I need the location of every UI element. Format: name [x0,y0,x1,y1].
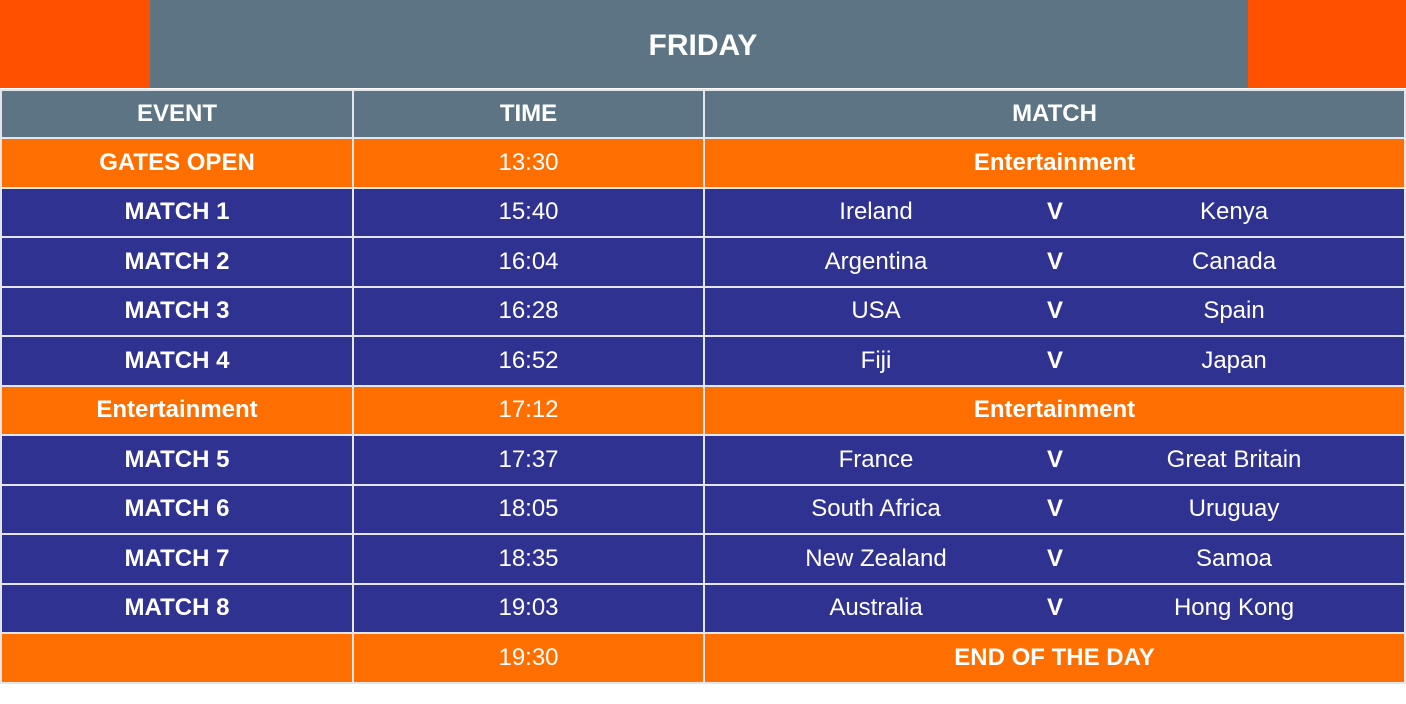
team-away: Great Britain [1166,445,1302,473]
header-time: TIME [352,89,705,139]
match-cell: Fiji V Japan [703,335,1406,387]
versus-label: V [1047,594,1064,622]
match-cell: France V Great Britain [703,434,1406,486]
versus-label: V [1047,297,1064,325]
header-match: MATCH [703,89,1406,139]
match-cell: END OF THE DAY [703,632,1406,684]
match-row: MATCH 4 16:52 Fiji V Japan [0,335,1406,387]
header-row: EVENT TIME MATCH [0,89,1406,139]
match-row: MATCH 7 18:35 New Zealand V Samoa [0,533,1406,585]
versus-label: V [1047,495,1064,523]
event-cell: MATCH 2 [0,236,354,288]
team-home: Argentina [824,247,928,275]
match-row: MATCH 1 15:40 Ireland V Kenya [0,186,1406,238]
time-cell: 15:40 [352,186,705,238]
header-event: EVENT [0,89,354,139]
match-cell: Entertainment [703,137,1406,189]
break-row: 19:30 END OF THE DAY [0,632,1406,684]
team-home: USA [851,297,901,325]
match-cell: USA V Spain [703,285,1406,337]
time-cell: 19:03 [352,582,705,634]
versus-label: V [1047,346,1064,374]
versus-label: V [1047,445,1064,473]
time-cell: 17:37 [352,434,705,486]
team-away: Japan [1201,346,1267,374]
match-row: MATCH 5 17:37 France V Great Britain [0,434,1406,486]
time-cell: 18:35 [352,533,705,585]
match-cell: Ireland V Kenya [703,186,1406,238]
event-cell: GATES OPEN [0,137,354,189]
break-row: GATES OPEN 13:30 Entertainment [0,137,1406,189]
match-cell: New Zealand V Samoa [703,533,1406,585]
team-home: Ireland [839,198,913,226]
team-away: Kenya [1199,198,1269,226]
event-cell: MATCH 5 [0,434,354,486]
team-away: Spain [1203,297,1265,325]
event-cell: MATCH 4 [0,335,354,387]
time-cell: 16:28 [352,285,705,337]
versus-label: V [1047,198,1064,226]
match-row: MATCH 2 16:04 Argentina V Canada [0,236,1406,288]
team-home: Fiji [860,346,892,374]
match-cell: South Africa V Uruguay [703,483,1406,535]
day-banner: FRIDAY [0,0,1406,88]
team-home: South Africa [811,495,941,523]
event-cell: MATCH 3 [0,285,354,337]
versus-label: V [1047,247,1064,275]
corner-block-left [0,0,150,88]
match-cell: Australia V Hong Kong [703,582,1406,634]
team-away: Canada [1191,247,1277,275]
time-cell: 18:05 [352,483,705,535]
time-cell: 17:12 [352,384,705,436]
match-cell: Argentina V Canada [703,236,1406,288]
time-cell: 16:04 [352,236,705,288]
day-title: FRIDAY [648,29,758,62]
corner-block-right [1248,0,1406,88]
event-cell: MATCH 8 [0,582,354,634]
team-away: Samoa [1195,544,1273,572]
break-row: Entertainment 17:12 Entertainment [0,384,1406,436]
team-away: Hong Kong [1173,594,1295,622]
team-home: France [838,445,914,473]
schedule-table: EVENT TIME MATCH GATES OPEN 13:30 Enterta… [0,89,1406,684]
match-row: MATCH 6 18:05 South Africa V Uruguay [0,483,1406,535]
match-cell: Entertainment [703,384,1406,436]
match-row: MATCH 3 16:28 USA V Spain [0,285,1406,337]
time-cell: 13:30 [352,137,705,189]
team-home: New Zealand [805,544,947,572]
event-cell: MATCH 1 [0,186,354,238]
event-cell: MATCH 6 [0,483,354,535]
versus-label: V [1047,544,1064,572]
team-home: Australia [829,594,923,622]
team-away: Uruguay [1188,495,1280,523]
time-cell: 16:52 [352,335,705,387]
event-cell: Entertainment [0,384,354,436]
time-cell: 19:30 [352,632,705,684]
match-row: MATCH 8 19:03 Australia V Hong Kong [0,582,1406,634]
event-cell: MATCH 7 [0,533,354,585]
event-cell [0,632,354,684]
